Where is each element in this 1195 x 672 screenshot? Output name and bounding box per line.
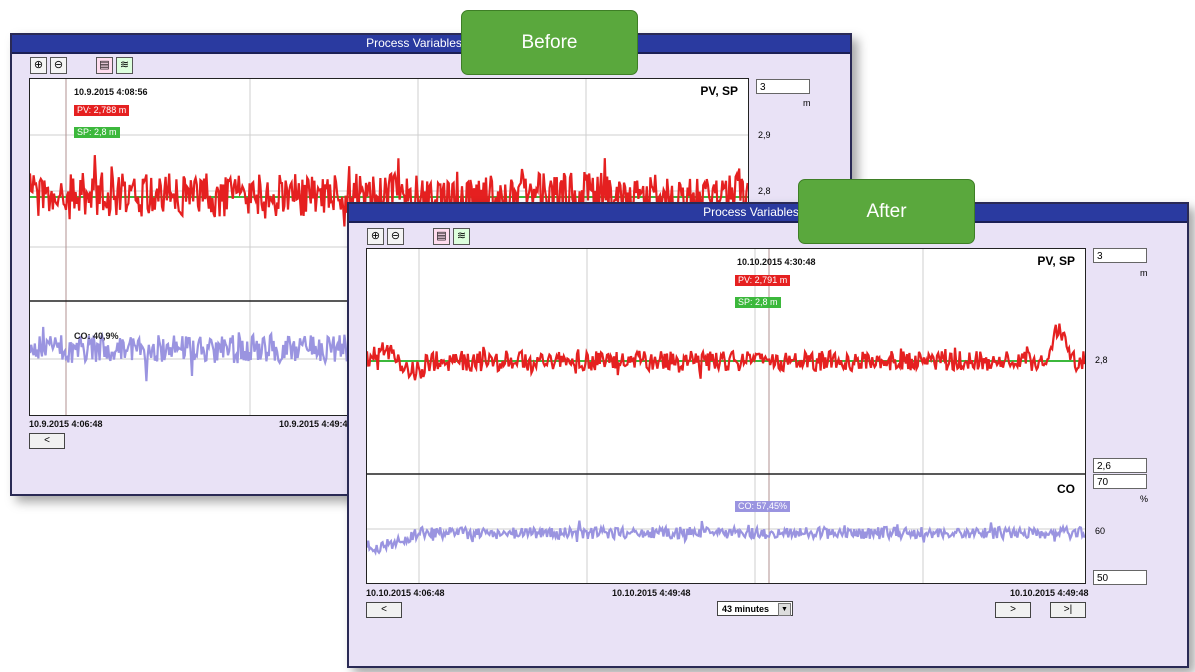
after-co-tick-60: 60 (1095, 526, 1106, 536)
co-series-line (367, 520, 1085, 556)
zoom-in-icon[interactable]: ⊕ (367, 228, 384, 245)
before-co-tag: CO: 40,9% (74, 331, 119, 341)
span-select-value: 43 minutes (722, 604, 770, 614)
after-end-button[interactable]: >| (1050, 602, 1086, 618)
after-co-unit: % (1140, 494, 1149, 504)
after-next-button[interactable]: > (995, 602, 1031, 618)
chevron-down-icon[interactable]: ▼ (778, 603, 791, 616)
after-plot-area[interactable]: 10.10.2015 4:30:48 PV: 2,791 m SP: 2,8 m… (366, 248, 1086, 584)
after-scale-max[interactable]: 3 (1093, 248, 1147, 263)
before-top-label: PV, SP (700, 84, 738, 98)
after-window: Process Variables Trend ⊕ ⊖ ▤ ≋ 10.10.20… (347, 202, 1189, 668)
after-unit: m (1140, 268, 1148, 278)
after-banner: After (798, 179, 975, 244)
after-time-start: 10.10.2015 4:06:48 (366, 588, 445, 598)
before-time-start: 10.9.2015 4:06:48 (29, 419, 103, 429)
before-title-bar: Process Variables Trend (12, 35, 850, 54)
before-banner: Before (461, 10, 638, 75)
trend-view-icon[interactable]: ≋ (116, 57, 133, 74)
after-co-max[interactable]: 70 (1093, 474, 1147, 489)
before-tick-28: 2,8 (758, 186, 771, 196)
before-sp-tag: SP: 2,8 m (74, 127, 120, 138)
zoom-out-icon[interactable]: ⊖ (387, 228, 404, 245)
table-view-icon[interactable]: ▤ (433, 228, 450, 245)
after-tick-28: 2,8 (1095, 355, 1108, 365)
after-pv-tag: PV: 2,791 m (735, 275, 791, 286)
after-co-min[interactable]: 50 (1093, 570, 1147, 585)
after-title-bar: Process Variables Trend (349, 204, 1187, 223)
before-pv-tag: PV: 2,788 m (74, 105, 130, 116)
after-time-mid: 10.10.2015 4:49:48 (612, 588, 691, 598)
pv-series-line (367, 323, 1085, 381)
trend-view-icon[interactable]: ≋ (453, 228, 470, 245)
after-top-label: PV, SP (1037, 254, 1075, 268)
before-timestamp: 10.9.2015 4:08:56 (74, 87, 148, 97)
before-scale-max[interactable]: 3 (756, 79, 810, 94)
after-prev-button[interactable]: < (366, 602, 402, 618)
after-trend-chart (367, 249, 1085, 583)
before-time-mid: 10.9.2015 4:49:4 (279, 419, 348, 429)
table-view-icon[interactable]: ▤ (96, 57, 113, 74)
before-unit: m (803, 98, 811, 108)
zoom-in-icon[interactable]: ⊕ (30, 57, 47, 74)
after-time-end: 10.10.2015 4:49:48 (1010, 588, 1089, 598)
after-sp-tag: SP: 2,8 m (735, 297, 781, 308)
before-tick-29: 2,9 (758, 130, 771, 140)
after-scale-min[interactable]: 2,6 (1093, 458, 1147, 473)
after-co-tag: CO: 57,45% (735, 501, 791, 512)
span-select[interactable]: 43 minutes ▼ (717, 601, 793, 616)
before-prev-button[interactable]: < (29, 433, 65, 449)
zoom-out-icon[interactable]: ⊖ (50, 57, 67, 74)
after-timestamp: 10.10.2015 4:30:48 (737, 257, 816, 267)
pv-series-line (30, 155, 748, 233)
after-bottom-label: CO (1057, 482, 1075, 496)
